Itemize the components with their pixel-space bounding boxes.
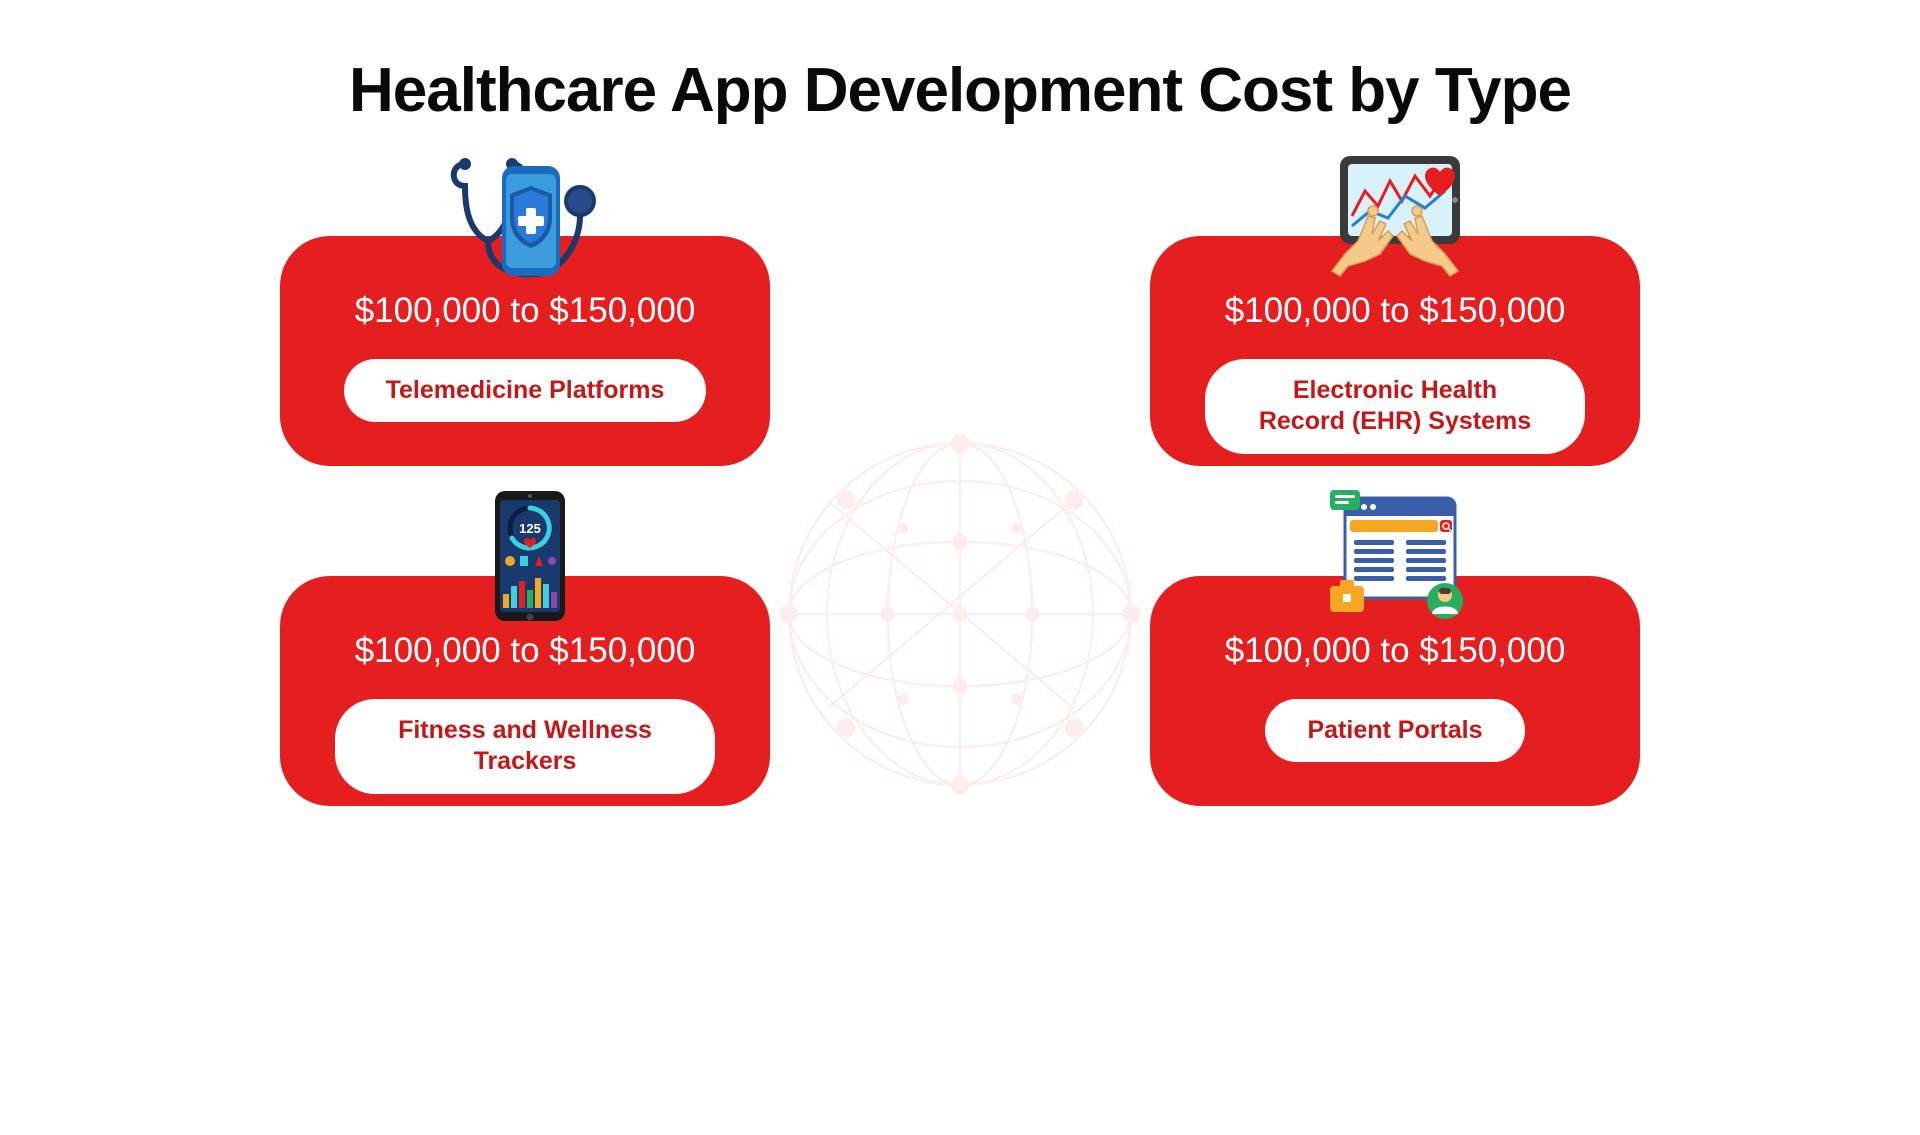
cost-value: $100,000 to $150,000 [355,291,696,331]
card-label: Patient Portals [1265,699,1524,762]
telemedicine-icon [440,146,610,286]
card-telemedicine: $100,000 to $150,000 Telemedicine Platfo… [280,236,770,466]
page-title: Healthcare App Development Cost by Type [0,55,1920,126]
fitness-tracker-icon: 125 [440,486,610,626]
card-patient-portals: $100,000 to $150,000 Patient Portals [1150,576,1640,806]
cost-value: $100,000 to $150,000 [355,631,696,671]
patient-portal-icon [1310,486,1480,626]
cards-grid: $100,000 to $150,000 Telemedicine Platfo… [280,236,1640,806]
cost-value: $100,000 to $150,000 [1225,631,1566,671]
card-label: Electronic Health Record (EHR) Systems [1205,359,1585,454]
svg-text:125: 125 [519,521,541,536]
ehr-icon [1310,146,1480,286]
card-ehr: $100,000 to $150,000 Electronic Health R… [1150,236,1640,466]
card-label: Fitness and Wellness Trackers [335,699,715,794]
card-label: Telemedicine Platforms [344,359,707,422]
cost-value: $100,000 to $150,000 [1225,291,1566,331]
card-fitness: 125 $100,000 to $150,000 Fitness and Wel… [280,576,770,806]
